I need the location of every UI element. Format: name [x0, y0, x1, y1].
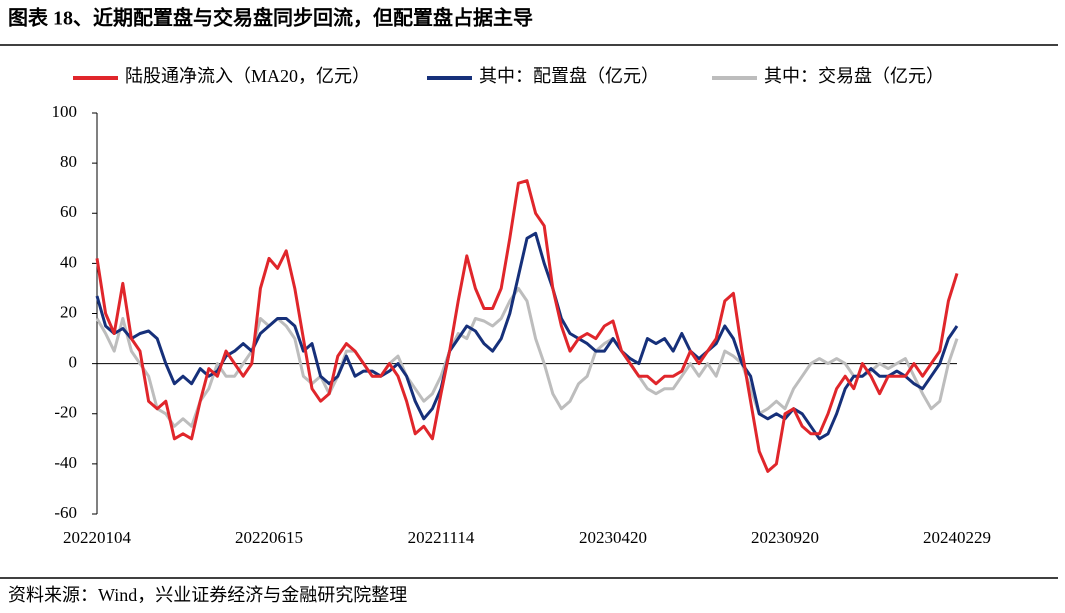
legend-label: 陆股通净流入（MA20，亿元） [125, 66, 370, 86]
x-tick-label: 20230920 [751, 528, 819, 547]
x-tick-label: 20221114 [408, 528, 475, 547]
y-tick-label: 80 [60, 152, 77, 171]
legend-label: 其中：配置盘（亿元） [479, 66, 659, 86]
series-line [95, 179, 959, 473]
series-line [95, 231, 959, 441]
legend-label: 其中：交易盘（亿元） [764, 66, 944, 86]
y-tick-label: 20 [60, 302, 77, 321]
y-tick-label: 60 [60, 202, 77, 221]
source-note: 资料来源：Wind，兴业证券经济与金融研究院整理 [8, 585, 407, 605]
y-tick-label: -20 [54, 403, 77, 422]
chart-title: 图表 18、近期配置盘与交易盘同步回流，但配置盘占据主导 [8, 6, 533, 30]
y-tick-label: -40 [54, 453, 77, 472]
x-tick-label: 20240229 [923, 528, 991, 547]
y-tick-label: 100 [52, 102, 78, 121]
series-line [95, 286, 959, 428]
x-tick-label: 20220104 [63, 528, 132, 547]
y-tick-label: 0 [69, 353, 78, 372]
x-tick-label: 20220615 [235, 528, 303, 547]
x-tick-label: 20230420 [579, 528, 647, 547]
y-tick-label: 40 [60, 252, 77, 271]
y-tick-label: -60 [54, 503, 77, 522]
